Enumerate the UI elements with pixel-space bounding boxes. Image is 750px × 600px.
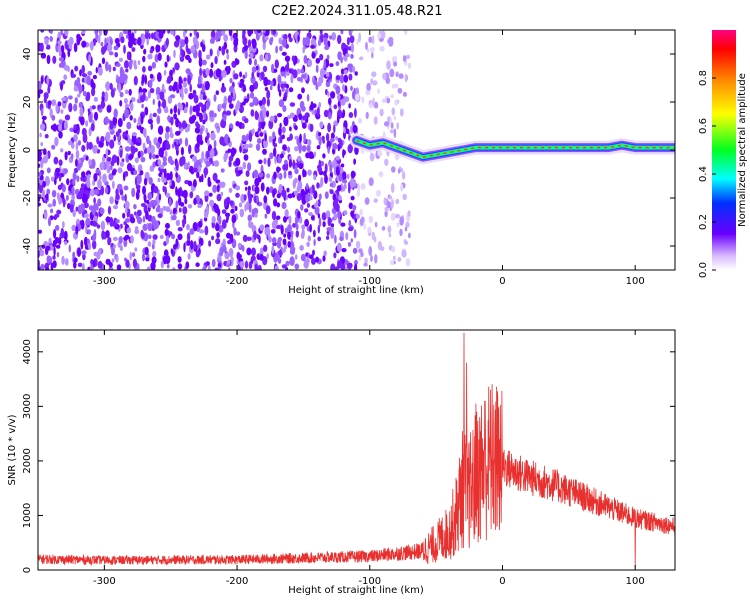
snr-panel: -300 -200 -100 0 100 0 1000 2000 3000 4000 Heigh… (7, 329, 676, 596)
signal-track-core (356, 139, 675, 158)
spectrogram-y-tick-label: -20 (22, 190, 33, 206)
spectrogram-y-label: Frequency (Hz) (7, 112, 18, 188)
snr-y-tick-label: 0 (22, 567, 33, 573)
colorbar: 0.0 0.2 0.4 0.6 0.8 Normalized spectral ampl… (698, 30, 748, 278)
spectrogram-x-tick-label: 100 (626, 276, 645, 287)
snr-frame (37, 329, 676, 571)
colorbar-tick-label: 0.0 (698, 262, 709, 278)
spectrogram-x-tick-label: -100 (358, 276, 381, 287)
spectrogram-y-axis: -40 -20 0 20 40 (22, 48, 675, 254)
snr-x-axis: -300 -200 -100 0 100 (93, 330, 645, 587)
snr-y-tick-label: 1000 (22, 503, 33, 528)
colorbar-tick-label: 0.6 (698, 118, 709, 134)
noise-speckle-layer (38, 30, 412, 270)
colorbar-tick-label: 0.8 (698, 70, 709, 86)
snr-y-tick-label: 4000 (22, 339, 33, 364)
signal-track-layer (349, 133, 675, 165)
snr-plot-area (38, 330, 675, 570)
colorbar-ticks: 0.0 0.2 0.4 0.6 0.8 (698, 70, 716, 278)
colorbar-gradient (712, 30, 736, 270)
snr-y-label: SNR (10 * v/v) (7, 414, 18, 485)
spectrogram-x-label: Height of straight line (km) (288, 285, 424, 296)
snr-y-axis: 0 1000 2000 3000 4000 (22, 339, 675, 573)
snr-x-tick-label: -200 (226, 576, 249, 587)
colorbar-tick-label: 0.2 (698, 214, 709, 230)
snr-x-tick-label: 100 (626, 576, 645, 587)
spectrogram-y-tick-label: 0 (22, 147, 33, 153)
colorbar-label: Normalized spectral amplitude (737, 73, 748, 227)
spectrogram-x-tick-label: 0 (499, 276, 505, 287)
spectrogram-y-tick-label: 40 (22, 48, 33, 61)
snr-series-line (38, 332, 675, 569)
spectrogram-y-tick-label: -40 (22, 238, 33, 254)
snr-y-tick-label: 3000 (22, 394, 33, 419)
snr-x-tick-label: -300 (93, 576, 116, 587)
spectrogram-x-axis: -300 -200 -100 0 100 (93, 30, 645, 287)
spectrogram-y-tick-label: 20 (22, 96, 33, 109)
colorbar-tick-label: 0.4 (698, 166, 709, 182)
snr-x-tick-label: -100 (358, 576, 381, 587)
chart-title: C2E2.2024.311.05.48.R21 (271, 4, 442, 19)
snr-x-tick-label: 0 (499, 576, 505, 587)
spectrogram-x-tick-label: -200 (226, 276, 249, 287)
snr-y-tick-label: 2000 (22, 448, 33, 473)
snr-x-label: Height of straight line (km) (288, 585, 424, 596)
spectrogram-x-tick-label: -300 (93, 276, 116, 287)
